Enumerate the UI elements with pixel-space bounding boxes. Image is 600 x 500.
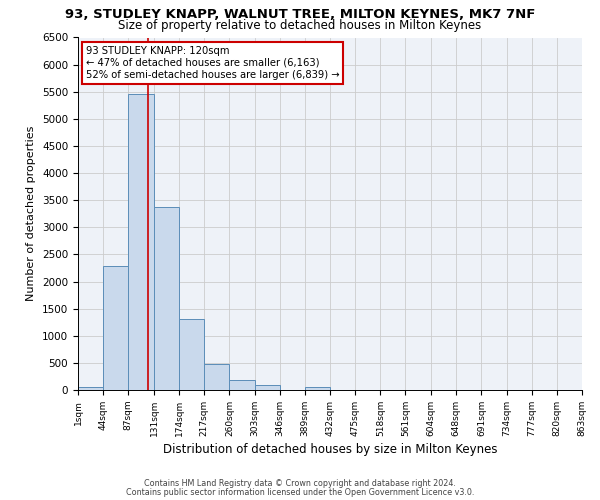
- Bar: [204, 364, 229, 390]
- Bar: [154, 206, 179, 390]
- X-axis label: Distribution of detached houses by size in Milton Keynes: Distribution of detached houses by size …: [163, 443, 497, 456]
- Bar: [78, 388, 103, 390]
- Text: Contains HM Land Registry data © Crown copyright and database right 2024.: Contains HM Land Registry data © Crown c…: [144, 480, 456, 488]
- Bar: [254, 385, 280, 390]
- Bar: [229, 380, 254, 390]
- Text: Size of property relative to detached houses in Milton Keynes: Size of property relative to detached ho…: [118, 18, 482, 32]
- Bar: [305, 388, 330, 390]
- Y-axis label: Number of detached properties: Number of detached properties: [26, 126, 37, 302]
- Bar: [128, 94, 154, 390]
- Text: Contains public sector information licensed under the Open Government Licence v3: Contains public sector information licen…: [126, 488, 474, 497]
- Text: 93 STUDLEY KNAPP: 120sqm
← 47% of detached houses are smaller (6,163)
52% of sem: 93 STUDLEY KNAPP: 120sqm ← 47% of detach…: [86, 46, 339, 80]
- Text: 93, STUDLEY KNAPP, WALNUT TREE, MILTON KEYNES, MK7 7NF: 93, STUDLEY KNAPP, WALNUT TREE, MILTON K…: [65, 8, 535, 20]
- Bar: [103, 266, 128, 390]
- Bar: [179, 319, 204, 390]
